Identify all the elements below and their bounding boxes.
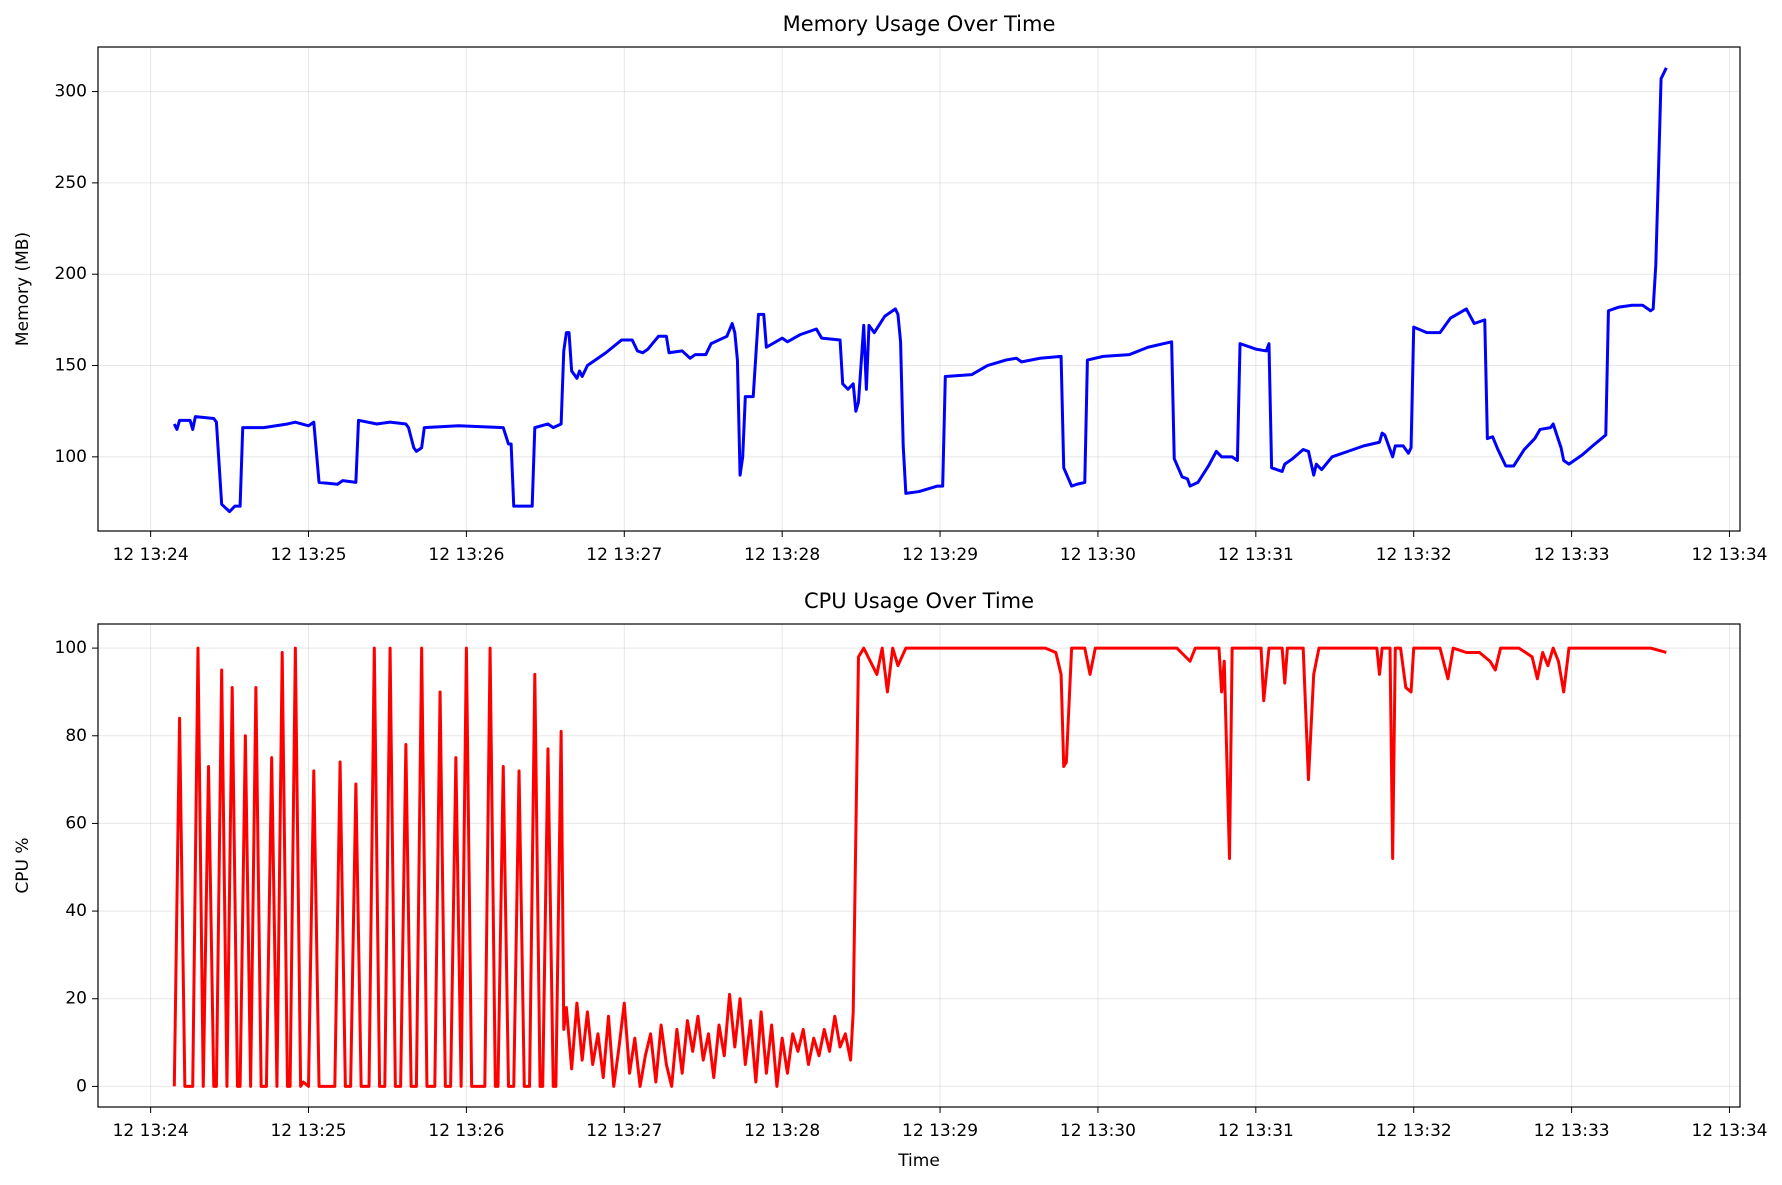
x-tick-label: 12 13:31 — [1218, 545, 1294, 565]
y-tick-label: 200 — [55, 264, 87, 284]
x-tick-label: 12 13:30 — [1060, 1121, 1136, 1141]
x-tick-label: 12 13:28 — [744, 1121, 820, 1141]
x-tick-label: 12 13:33 — [1534, 545, 1610, 565]
y-tick-label: 60 — [65, 813, 87, 833]
data-line — [172, 646, 1667, 1088]
x-tick-label: 12 13:25 — [270, 1121, 346, 1141]
x-tick-label: 12 13:27 — [586, 545, 662, 565]
plot-frame — [97, 623, 1741, 1108]
y-tick-label: 20 — [65, 989, 87, 1009]
y-tick-label: 250 — [55, 173, 87, 193]
x-tick-label: 12 13:31 — [1218, 1121, 1294, 1141]
x-tick-label: 12 13:33 — [1534, 1121, 1610, 1141]
x-tick-label: 12 13:24 — [113, 545, 189, 565]
x-tick-label: 12 13:28 — [744, 545, 820, 565]
y-tick-label: 100 — [55, 447, 87, 467]
x-tick-label: 12 13:27 — [586, 1121, 662, 1141]
y-tick-label: 300 — [55, 82, 87, 102]
x-tick-label: 12 13:30 — [1060, 545, 1136, 565]
plot-frame — [97, 46, 1741, 532]
x-tick-label: 12 13:26 — [428, 1121, 504, 1141]
y-axis-label: CPU % — [13, 837, 33, 893]
chart-title: Memory Usage Over Time — [783, 12, 1056, 36]
x-tick-label: 12 13:24 — [113, 1121, 189, 1141]
x-tick-label: 12 13:25 — [270, 545, 346, 565]
x-tick-label: 12 13:29 — [902, 545, 978, 565]
x-tick-label: 12 13:34 — [1691, 1121, 1767, 1141]
x-tick-label: 12 13:34 — [1691, 545, 1767, 565]
y-tick-label: 80 — [65, 726, 87, 746]
x-tick-label: 12 13:32 — [1376, 545, 1452, 565]
y-tick-label: 40 — [65, 901, 87, 921]
y-tick-label: 150 — [55, 356, 87, 376]
x-tick-label: 12 13:32 — [1376, 1121, 1452, 1141]
y-tick-label: 100 — [55, 638, 87, 658]
chart-title: CPU Usage Over Time — [804, 589, 1034, 613]
x-axis-label: Time — [897, 1151, 940, 1171]
x-tick-label: 12 13:26 — [428, 545, 504, 565]
y-axis-label: Memory (MB) — [13, 232, 33, 346]
y-tick-label: 0 — [76, 1076, 87, 1096]
data-line — [172, 67, 1668, 514]
x-tick-label: 12 13:29 — [902, 1121, 978, 1141]
